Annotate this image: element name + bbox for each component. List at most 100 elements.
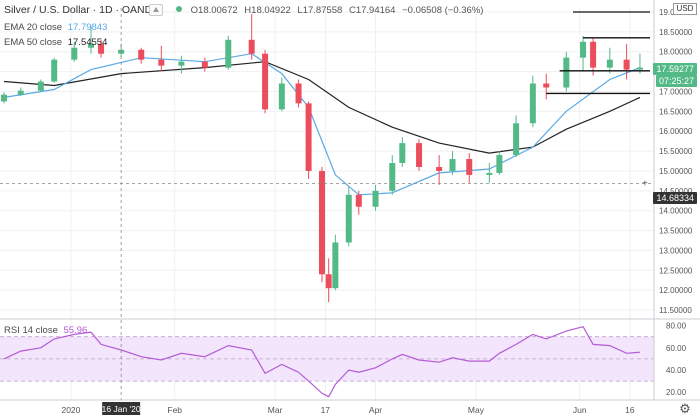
- candle-body: [201, 61, 208, 68]
- ema20-label: EMA 20 close: [4, 22, 63, 33]
- price-tick-label: 16.50000: [659, 107, 693, 116]
- candle-body: [606, 59, 613, 68]
- candle-body: [37, 81, 44, 91]
- time-tick-label: 16: [625, 405, 635, 415]
- symbol-title[interactable]: Silver / U.S. Dollar · 1D · OANDA: [4, 4, 159, 16]
- price-tick-label: 14.50000: [659, 187, 693, 196]
- time-tick-label: Feb: [167, 405, 182, 415]
- current-price-tag: 17.59277: [653, 63, 697, 75]
- candle-body: [305, 103, 312, 171]
- gear-icon[interactable]: ⚙: [679, 401, 691, 416]
- crosshair-plus-icon: +: [642, 179, 648, 190]
- candle-body: [51, 59, 58, 82]
- price-tick-label: 11.50000: [659, 306, 692, 315]
- rsi-path: [3, 326, 641, 398]
- ohlc-low: L17.87558: [297, 5, 343, 16]
- price-tick-label: 18.00000: [659, 48, 693, 57]
- rsi-tick-label: 80.00: [666, 322, 687, 331]
- candle-body: [486, 172, 493, 175]
- ohlc-open: O18.00672: [190, 5, 238, 16]
- time-tick-label: May: [468, 405, 485, 415]
- candle-body: [436, 166, 443, 171]
- symbol-collapse-icon[interactable]: [149, 4, 163, 16]
- ema50-label: EMA 50 close: [4, 37, 63, 48]
- candle-body: [590, 41, 597, 68]
- legend-rsi[interactable]: RSI 14 close 55.96: [4, 325, 87, 336]
- time-tick-label: Apr: [369, 405, 382, 415]
- price-tick-label: 14.00000: [659, 207, 693, 216]
- countdown-tag: 07:25:27: [655, 75, 697, 87]
- ohlc-close: C17.94164: [348, 5, 396, 16]
- candle-body: [248, 39, 255, 54]
- candle-body: [389, 163, 396, 191]
- price-axis[interactable]: 19.0000018.5000018.0000017.5000017.00000…: [659, 8, 693, 315]
- candle-body: [623, 59, 630, 70]
- candle-body: [355, 194, 362, 207]
- candle-body: [17, 90, 24, 95]
- price-tick-label: 12.50000: [659, 266, 693, 275]
- time-axis[interactable]: 2020 Feb Mar 17 Apr May Jun 16 16 Jan '20: [61, 402, 635, 415]
- candle-body: [372, 190, 379, 207]
- ema-20-line: [3, 53, 641, 196]
- currency-button[interactable]: USD: [673, 3, 697, 15]
- rsi-tick-label: 20.00: [666, 388, 687, 397]
- candle-body: [399, 143, 406, 163]
- ohlc-high: H18.04922: [244, 5, 291, 16]
- candle-body: [636, 67, 643, 70]
- rsi-band: [0, 336, 654, 382]
- candle-body: [563, 57, 570, 88]
- candle-body: [325, 274, 332, 289]
- candle-body: [158, 59, 165, 66]
- candle-body: [295, 83, 302, 104]
- candle-body: [332, 242, 339, 289]
- candle-body: [138, 49, 145, 60]
- price-tick-label: 18.50000: [659, 28, 693, 37]
- ema20-value: 17.79843: [67, 22, 108, 33]
- time-tick-label: Jun: [573, 405, 587, 415]
- candles: [1, 13, 643, 303]
- rsi-line: [3, 326, 641, 398]
- candle-body: [449, 159, 456, 171]
- grid: [0, 8, 654, 400]
- price-tick-label: 15.00000: [659, 167, 693, 176]
- rsi-axis: 80.00 60.00 40.00 20.00: [666, 322, 687, 398]
- price-tick-label: 13.00000: [659, 246, 693, 255]
- ema-50-path: [3, 61, 641, 154]
- candle-body: [1, 94, 7, 102]
- candle-body: [225, 39, 232, 68]
- candle-body: [262, 53, 269, 110]
- price-tick-label: 17.00000: [659, 87, 693, 96]
- candle-body: [278, 83, 285, 110]
- candle-body: [178, 61, 185, 66]
- price-tick-label: 16.00000: [659, 127, 693, 136]
- price-tick-label: 12.00000: [659, 286, 693, 295]
- legend-ema50[interactable]: EMA 50 close 17.54554: [4, 37, 107, 48]
- price-tick-label: 13.50000: [659, 227, 693, 236]
- crosshair: +: [0, 8, 654, 400]
- candle-body: [513, 123, 520, 156]
- candle-body: [98, 43, 105, 54]
- crosshair-date-box: [102, 402, 141, 415]
- candle-body: [543, 83, 550, 88]
- ohlc-change: −0.06508 (−0.36%): [402, 5, 484, 16]
- rsi-tick-label: 40.00: [666, 366, 687, 375]
- ema50-value: 17.54554: [67, 37, 108, 48]
- candle-body: [496, 155, 503, 173]
- candle-body: [318, 170, 325, 275]
- candle-body: [71, 47, 78, 60]
- rsi-label: RSI 14 close: [4, 325, 58, 336]
- time-tick-label: 2020: [61, 405, 80, 415]
- ohlc-readout: O18.00672 H18.04922 L17.87558 C17.94164 …: [176, 5, 487, 16]
- candle-body: [466, 159, 473, 175]
- rsi-value: 55.96: [63, 325, 88, 336]
- ema-20-path: [3, 53, 641, 196]
- candle-body: [416, 143, 423, 167]
- price-tick-label: 15.50000: [659, 147, 693, 156]
- horizontal-lines[interactable]: [546, 11, 650, 95]
- candle-body: [580, 41, 587, 58]
- legend-ema20[interactable]: EMA 20 close 17.79843: [4, 22, 107, 33]
- crosshair-date-label: 16 Jan '20: [102, 404, 141, 414]
- ema-50-line: [3, 61, 641, 154]
- time-tick-label: 17: [321, 405, 331, 415]
